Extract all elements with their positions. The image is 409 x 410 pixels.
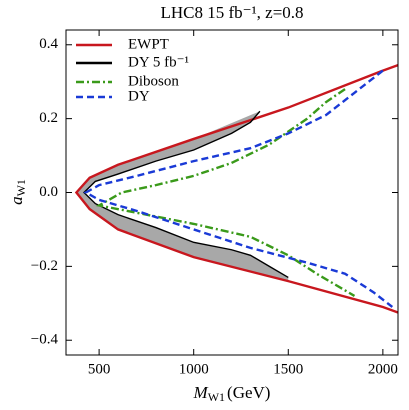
chart-title: LHC8 15 fb⁻¹, z=0.8	[160, 3, 303, 22]
series-line	[82, 110, 289, 279]
x-tick-label: 2000	[368, 361, 398, 377]
y-axis-label: aW1	[7, 179, 28, 205]
y-tick-label: −0.4	[31, 332, 59, 348]
legend-label: EWPT	[128, 36, 169, 52]
y-tick-label: 0.4	[39, 36, 58, 52]
y-tick-label: 0.2	[39, 110, 58, 126]
shaded-region	[76, 111, 289, 282]
series-line	[83, 69, 394, 308]
y-label-subscript: W1	[14, 179, 28, 196]
legend-label: DY 5 fb⁻¹	[128, 54, 189, 70]
x-label-unit: (GeV)	[227, 383, 270, 402]
x-tick-label: 1500	[273, 361, 303, 377]
x-label-subscript: W1	[208, 390, 225, 404]
series-line	[74, 63, 399, 314]
legend-label: DY	[128, 88, 150, 104]
y-tick-label: 0.0	[39, 184, 58, 200]
x-tick-label: 1000	[179, 361, 209, 377]
x-label-symbol: M	[193, 383, 209, 402]
y-tick-label: −0.2	[31, 258, 58, 274]
x-axis-label: MW1 (GeV)	[193, 383, 271, 404]
plot-frame	[65, 29, 399, 356]
x-tick-label: 500	[88, 361, 111, 377]
legend-label: Diboson	[128, 73, 179, 89]
y-label-symbol: a	[7, 196, 26, 205]
